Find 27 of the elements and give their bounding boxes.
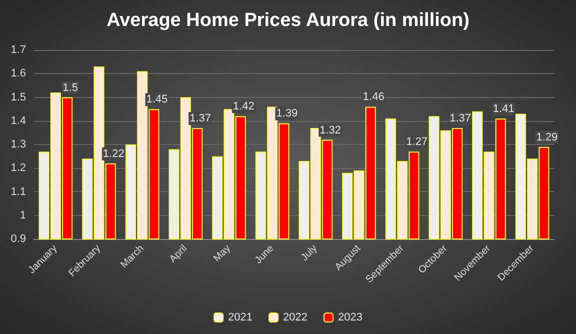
data-label: 1.39 (276, 108, 298, 120)
legend-label: 2023 (338, 312, 362, 324)
x-tick-label: July (299, 243, 320, 264)
y-tick-label: 0.9 (10, 233, 26, 245)
data-label: 1.29 (536, 131, 558, 144)
data-label: 1.45 (146, 94, 168, 106)
data-label: 1.22 (102, 148, 124, 160)
data-label: 1.27 (406, 136, 428, 148)
y-tick-label: 1.2 (10, 162, 26, 174)
y-tick-label: 1.5 (10, 91, 26, 104)
y-tick-label: 1.3 (10, 138, 26, 150)
legend-label: 2022 (283, 312, 308, 324)
y-tick-label: 1 (20, 209, 26, 222)
y-tick-label: 1.6 (10, 68, 26, 80)
legend-label: 2021 (228, 312, 253, 324)
y-tick-label: 1.7 (10, 44, 26, 56)
data-label: 1.46 (362, 91, 384, 104)
chart-title: Average Home Prices Aurora (in million) (106, 10, 470, 31)
data-label: 1.42 (232, 100, 254, 113)
data-label: 1.41 (492, 103, 514, 116)
data-label: 1.37 (190, 112, 211, 124)
x-tick-label: May (212, 243, 233, 264)
data-label: 1.32 (320, 124, 341, 136)
y-tick-label: 1.4 (10, 114, 26, 127)
data-label: 1.5 (62, 82, 78, 94)
y-tick-label: 1.1 (10, 186, 26, 198)
data-label: 1.37 (450, 112, 471, 124)
